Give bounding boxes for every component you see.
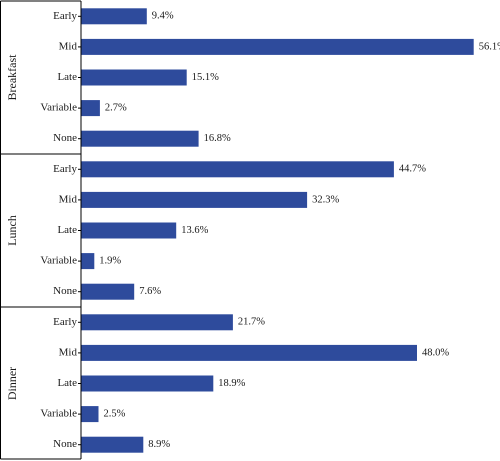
data-label: 18.9% xyxy=(218,378,245,389)
bar xyxy=(81,130,199,147)
category-label: Mid xyxy=(59,193,78,205)
data-label: 56.1% xyxy=(479,41,500,52)
data-label: 32.3% xyxy=(312,194,339,205)
category-label: Late xyxy=(57,71,77,83)
group-label: Dinner xyxy=(5,367,19,400)
bar xyxy=(81,436,144,453)
category-label: Early xyxy=(53,316,77,328)
data-label: 13.6% xyxy=(181,225,208,236)
category-label: Mid xyxy=(59,40,78,52)
group-label: Breakfast xyxy=(5,54,19,101)
data-label: 16.8% xyxy=(204,133,231,144)
category-label: None xyxy=(53,438,77,450)
category-label: Late xyxy=(57,224,77,236)
bar xyxy=(81,161,394,178)
bar xyxy=(81,375,214,392)
data-label: 7.6% xyxy=(139,286,161,297)
category-label: None xyxy=(53,132,77,144)
bar xyxy=(81,8,147,25)
category-label: None xyxy=(53,285,77,297)
category-label: Early xyxy=(53,163,77,175)
bar xyxy=(81,100,100,117)
bar xyxy=(81,344,417,361)
category-label: Late xyxy=(57,377,77,389)
data-label: 2.5% xyxy=(104,409,126,420)
data-label: 48.0% xyxy=(422,347,449,358)
data-label: 9.4% xyxy=(152,11,174,22)
data-label: 2.7% xyxy=(105,103,127,114)
category-label: Variable xyxy=(40,102,77,114)
bar xyxy=(81,69,187,86)
category-label: Mid xyxy=(59,346,78,358)
data-label: 21.7% xyxy=(238,317,265,328)
bar xyxy=(81,283,135,300)
category-label: Variable xyxy=(40,408,77,420)
data-label: 1.9% xyxy=(99,256,121,267)
category-label: Early xyxy=(53,10,77,22)
bar xyxy=(81,314,233,331)
group-label: Lunch xyxy=(5,215,19,246)
category-label: Variable xyxy=(40,255,77,267)
bar xyxy=(81,253,95,270)
data-label: 44.7% xyxy=(399,164,426,175)
data-label: 15.1% xyxy=(192,72,219,83)
bar xyxy=(81,38,474,55)
bar xyxy=(81,191,308,208)
bar xyxy=(81,222,177,239)
bar xyxy=(81,406,99,423)
data-label: 8.9% xyxy=(148,439,170,450)
